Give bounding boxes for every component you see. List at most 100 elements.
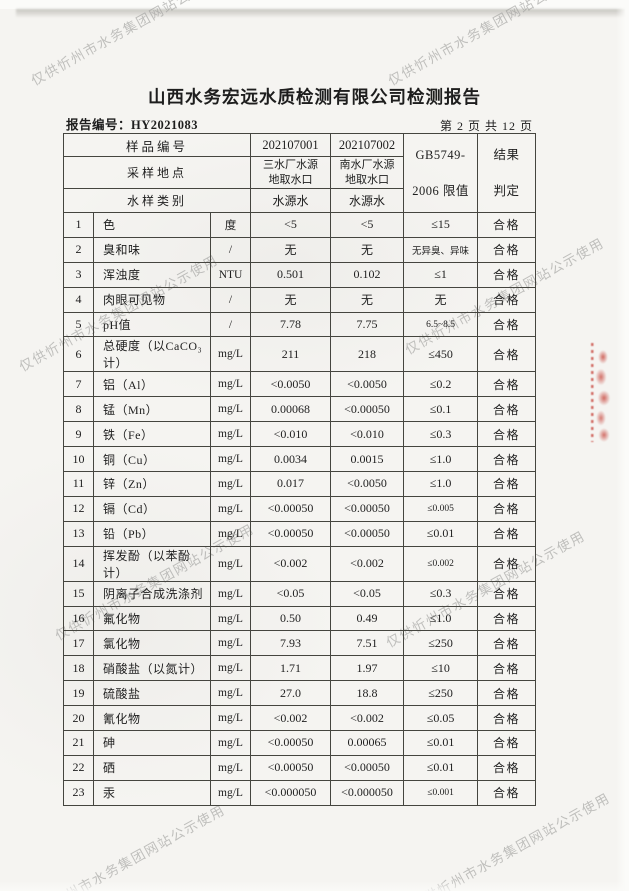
sample2-location: 南水厂水源 地取水口 (330, 156, 405, 189)
sample2-result: <0.002 (330, 705, 405, 732)
unit-value: mg/L (209, 680, 252, 707)
parameter-name: 氟化物 (93, 605, 211, 632)
report-title: 山西水务宏远水质检测有限公司检测报告 (148, 87, 481, 107)
report-meta-row: 报告编号：HY2021083 第 2 页 共 12 页 (66, 114, 533, 133)
red-stamp-fragment (591, 343, 612, 442)
result-verdict: 合格 (477, 286, 537, 313)
sample2-result: 0.49 (330, 605, 405, 632)
limit-value: ≤0.3 (403, 421, 479, 448)
location-label: 采样地点 (62, 156, 252, 189)
unit-value: mg/L (209, 520, 252, 547)
result-verdict: 合格 (477, 446, 537, 473)
table-row: 20 氰化物 mg/L <0.002 <0.002 ≤0.05 合格 (63, 705, 537, 732)
sample1-id: 202107001 (250, 133, 332, 157)
results-body: 1 色 度 <5 <5 ≤15 合格 2 臭和味 / 无 无 无异臭、异味 合格… (63, 212, 537, 806)
sample2-result: 218 (330, 336, 405, 373)
parameter-name: 色 (93, 212, 211, 238)
row-number: 7 (63, 371, 94, 398)
sample2-result: 0.00065 (330, 730, 405, 756)
result-verdict: 合格 (477, 655, 537, 682)
result-verdict: 合格 (477, 754, 537, 781)
sample1-result: 无 (250, 286, 332, 313)
parameter-name: 锌（Zn） (93, 471, 211, 497)
row-number: 14 (63, 545, 94, 582)
limit-value: ≤0.3 (403, 580, 479, 607)
sample2-result: 7.51 (330, 630, 405, 657)
result-verdict: 合格 (477, 520, 537, 547)
sample1-result: 0.0034 (250, 446, 332, 473)
sample2-result: 7.75 (330, 311, 405, 338)
sample1-result: <0.002 (250, 545, 332, 582)
result-verdict: 合格 (477, 630, 537, 657)
result-verdict: 合格 (477, 680, 537, 707)
row-number: 11 (63, 471, 94, 497)
sample-id-label: 样品编号 (62, 133, 252, 157)
parameter-name: 砷 (93, 730, 211, 756)
unit-value: mg/L (209, 630, 252, 657)
sample1-result: 7.93 (250, 630, 332, 657)
sample2-result: <0.002 (330, 545, 405, 582)
limit-value: ≤0.002 (403, 545, 479, 582)
unit-value: mg/L (209, 495, 252, 522)
unit-value: mg/L (209, 336, 252, 373)
table-row: 15 阴离子合成洗涤剂 mg/L <0.05 <0.05 ≤0.3 合格 (63, 580, 537, 607)
result-verdict: 合格 (477, 580, 537, 607)
row-number: 9 (63, 421, 94, 448)
sample2-result: 1.97 (330, 655, 405, 682)
result-verdict: 合格 (477, 471, 537, 497)
table-row: 5 pH值 / 7.78 7.75 6.5~8.5 合格 (63, 311, 537, 338)
limit-value: ≤15 (403, 212, 479, 238)
limit-value: ≤250 (403, 630, 479, 657)
row-number: 3 (63, 261, 94, 288)
table-row: 10 铜（Cu） mg/L 0.0034 0.0015 ≤1.0 合格 (63, 446, 537, 473)
sample1-result: 0.501 (250, 261, 332, 288)
scan-edge-bottom (0, 881, 629, 891)
sample1-location: 三水厂水源 地取水口 (250, 156, 332, 189)
sample1-result: 27.0 (250, 680, 332, 707)
sample2-result: 无 (330, 286, 405, 313)
limit-value: ≤0.1 (403, 396, 479, 423)
parameter-name: 铝（Al） (93, 371, 211, 398)
sample1-result: <0.010 (250, 421, 332, 448)
header-row-sample-id: 样品编号 202107001 202107002 GB5749- 2006 限值… (62, 133, 537, 213)
result-verdict: 合格 (477, 396, 537, 423)
parameter-name: 铜（Cu） (93, 446, 211, 473)
row-number: 22 (63, 754, 94, 781)
unit-value: mg/L (209, 705, 252, 732)
parameter-name: 总硬度（以CaCO₃计） (93, 336, 211, 373)
sample1-result: 0.50 (250, 605, 332, 632)
parameter-name: 肉眼可见物 (93, 286, 211, 313)
water-type-label: 水样类别 (62, 188, 252, 213)
limit-value: ≤0.01 (403, 754, 479, 781)
result-verdict: 合格 (477, 336, 537, 373)
sample1-result: <0.05 (250, 580, 332, 607)
limit-value: ≤1 (403, 261, 479, 288)
limit-value: ≤0.2 (403, 371, 479, 398)
row-number: 10 (63, 446, 94, 473)
table-row: 1 色 度 <5 <5 ≤15 合格 (63, 212, 537, 238)
sample2-id: 202107002 (330, 133, 405, 157)
limit-value: ≤0.001 (403, 779, 479, 806)
sample2-result: <0.00050 (330, 495, 405, 522)
table-row: 11 锌（Zn） mg/L 0.017 <0.0050 ≤1.0 合格 (63, 471, 537, 497)
unit-value: mg/L (209, 421, 252, 448)
sample1-result: 0.00068 (250, 396, 332, 423)
result-verdict: 合格 (477, 730, 537, 756)
row-number: 23 (63, 779, 94, 806)
result-verdict: 合格 (477, 779, 537, 806)
scan-edge-right (616, 0, 629, 891)
parameter-name: 氯化物 (93, 630, 211, 657)
parameter-name: 硒 (93, 754, 211, 781)
unit-value: / (209, 311, 252, 338)
sample1-result: 7.78 (250, 311, 332, 338)
sample1-result: <0.00050 (250, 730, 332, 756)
unit-value: mg/L (209, 580, 252, 607)
table-row: 9 铁（Fe） mg/L <0.010 <0.010 ≤0.3 合格 (63, 421, 537, 448)
parameter-name: 臭和味 (93, 236, 211, 263)
unit-value: mg/L (209, 396, 252, 423)
row-number: 8 (63, 396, 94, 423)
sample1-result: 无 (250, 236, 332, 263)
unit-value: mg/L (209, 446, 252, 473)
results-table: 样品编号 202107001 202107002 GB5749- 2006 限值… (62, 133, 537, 806)
